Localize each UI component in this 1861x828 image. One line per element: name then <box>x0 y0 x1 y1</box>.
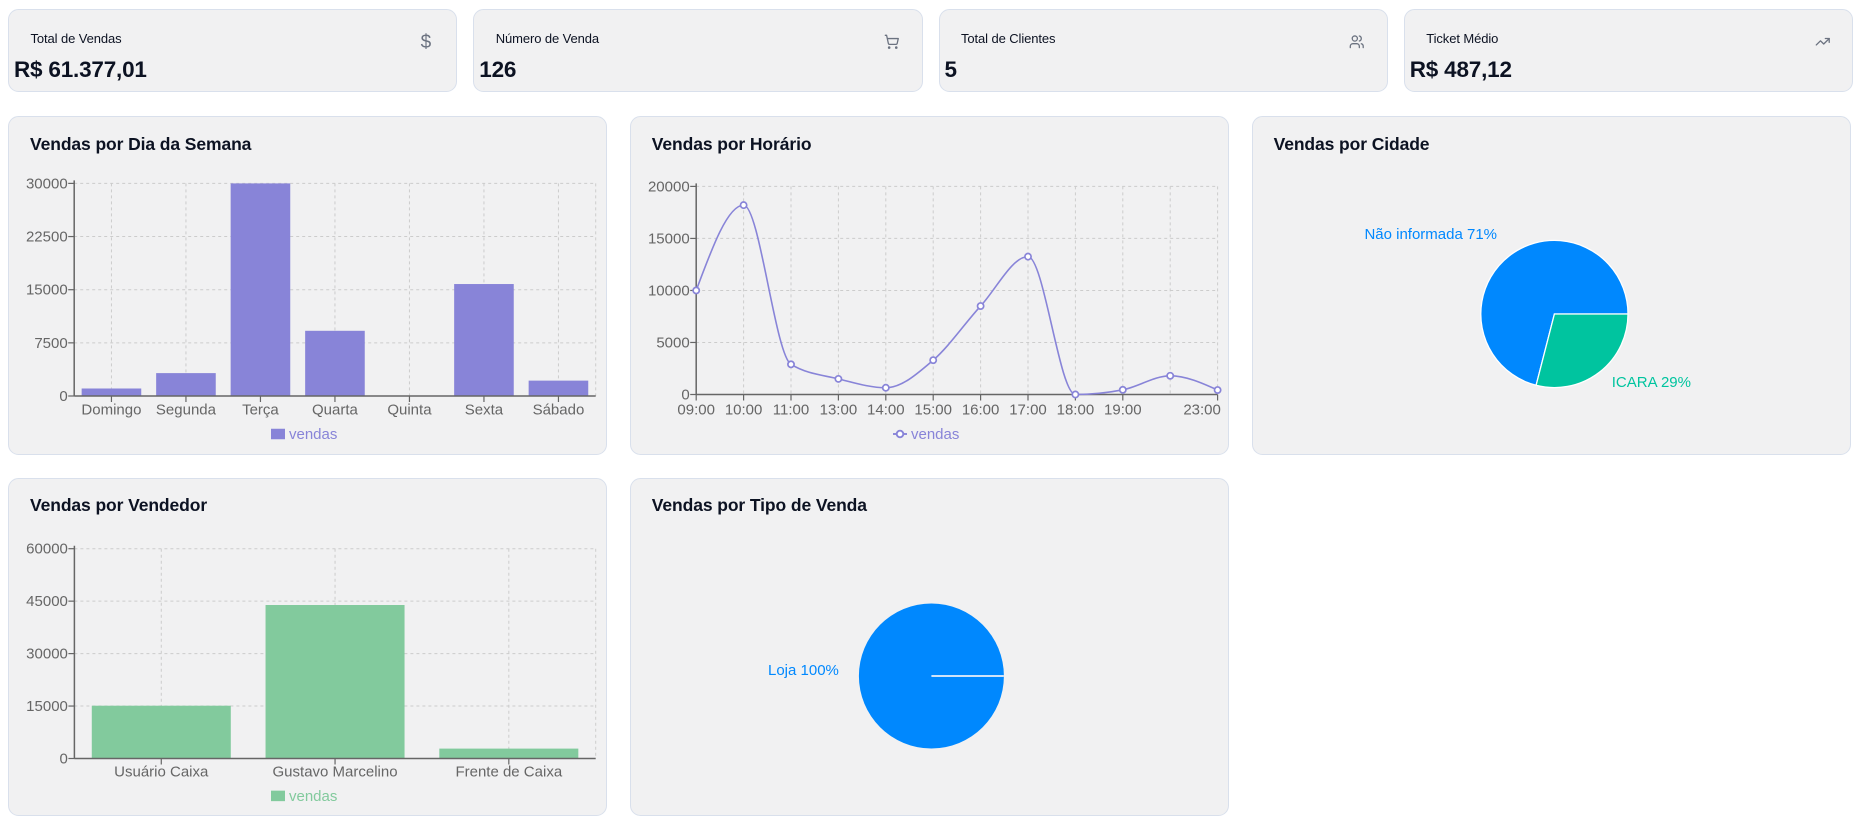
svg-text:Gustavo Marcelino: Gustavo Marcelino <box>273 763 398 780</box>
svg-text:Sábado: Sábado <box>533 401 585 418</box>
svg-text:14:00: 14:00 <box>867 401 905 418</box>
svg-text:20000: 20000 <box>648 178 690 195</box>
svg-text:19:00: 19:00 <box>1104 401 1142 418</box>
svg-text:Terça: Terça <box>242 401 279 418</box>
svg-text:10:00: 10:00 <box>725 401 763 418</box>
svg-text:0: 0 <box>681 387 689 404</box>
svg-text:23:00: 23:00 <box>1183 401 1221 418</box>
svg-text:09:00: 09:00 <box>677 401 715 418</box>
svg-text:Não informada 71%: Não informada 71% <box>1364 226 1497 243</box>
svg-text:13:00: 13:00 <box>819 401 857 418</box>
svg-text:30000: 30000 <box>26 175 68 192</box>
svg-text:Loja 100%: Loja 100% <box>768 662 839 679</box>
svg-text:Sexta: Sexta <box>465 401 504 418</box>
svg-text:15:00: 15:00 <box>914 401 952 418</box>
svg-text:16:00: 16:00 <box>962 401 1000 418</box>
svg-text:22500: 22500 <box>26 229 68 246</box>
svg-text:Quinta: Quinta <box>387 401 432 418</box>
svg-text:45000: 45000 <box>26 593 68 610</box>
svg-text:Domingo: Domingo <box>81 401 141 418</box>
svg-text:7500: 7500 <box>34 335 67 352</box>
svg-text:Frente de Caixa: Frente de Caixa <box>455 763 562 780</box>
svg-text:15000: 15000 <box>26 282 68 299</box>
svg-text:60000: 60000 <box>26 540 68 557</box>
svg-text:15000: 15000 <box>648 230 690 247</box>
svg-text:Usuário Caixa: Usuário Caixa <box>114 763 209 780</box>
svg-text:vendas: vendas <box>911 426 959 443</box>
svg-text:0: 0 <box>59 388 67 405</box>
svg-text:15000: 15000 <box>26 698 68 715</box>
svg-text:Quarta: Quarta <box>312 401 359 418</box>
svg-text:vendas: vendas <box>289 787 337 804</box>
svg-text:30000: 30000 <box>26 645 68 662</box>
svg-text:ICARA 29%: ICARA 29% <box>1611 374 1690 391</box>
svg-text:18:00: 18:00 <box>1056 401 1094 418</box>
svg-text:17:00: 17:00 <box>1009 401 1047 418</box>
svg-text:10000: 10000 <box>648 282 690 299</box>
svg-text:0: 0 <box>60 750 68 767</box>
svg-text:Segunda: Segunda <box>156 401 217 418</box>
svg-text:11:00: 11:00 <box>773 401 809 418</box>
svg-text:5000: 5000 <box>656 334 689 351</box>
svg-text:vendas: vendas <box>289 426 337 443</box>
